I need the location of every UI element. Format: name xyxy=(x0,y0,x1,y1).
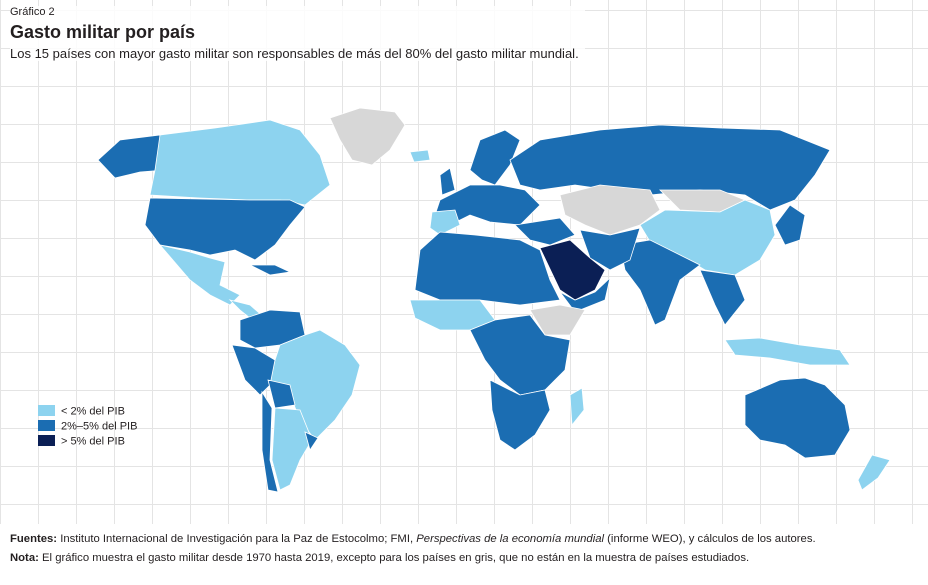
uruguay xyxy=(304,431,319,451)
india xyxy=(619,239,701,326)
header: Gráfico 2 Gasto militar por país Los 15 … xyxy=(10,6,585,61)
central-africa xyxy=(469,314,571,396)
note: Nota: El gráfico muestra el gasto milita… xyxy=(10,549,928,568)
chile xyxy=(261,390,279,493)
legend: < 2% del PIB 2%–5% del PIB > 5% del PIB xyxy=(38,405,137,448)
legend-label: < 2% del PIB xyxy=(61,406,125,418)
peru-ecuador xyxy=(231,344,276,396)
canada xyxy=(149,119,331,206)
iceland xyxy=(409,149,431,163)
legend-swatch xyxy=(38,420,55,431)
sources: Fuentes: Instituto Internacional de Inve… xyxy=(10,530,928,549)
note-text: El gráfico muestra el gasto militar desd… xyxy=(38,552,750,564)
horn-of-africa xyxy=(529,304,586,336)
subtitle: Los 15 países con mayor gasto militar so… xyxy=(10,46,579,61)
argentina xyxy=(271,407,313,491)
figure-label: Gráfico 2 xyxy=(10,6,55,18)
legend-label: 2%–5% del PIB xyxy=(61,421,137,433)
note-label: Nota: xyxy=(10,552,39,564)
iberia xyxy=(429,209,461,236)
scandinavia xyxy=(469,129,521,186)
north-africa xyxy=(414,231,561,306)
title: Gasto militar por país xyxy=(10,22,196,42)
sources-text-end: (informe WEO), y cálculos de los autores… xyxy=(604,533,816,545)
legend-swatch xyxy=(38,435,55,446)
southeast-asia xyxy=(699,269,746,326)
japan-korea xyxy=(774,204,806,246)
world-map: < 2% del PIB 2%–5% del PIB > 5% del PIB xyxy=(38,107,891,493)
uk xyxy=(439,167,456,196)
sources-label: Fuentes: xyxy=(10,533,58,545)
sources-text: Instituto Internacional de Investigación… xyxy=(57,533,417,545)
footer: Fuentes: Instituto Internacional de Inve… xyxy=(0,524,928,585)
southern-africa xyxy=(489,379,551,451)
saudi-arabia xyxy=(539,239,606,301)
russia xyxy=(509,124,831,211)
new-zealand xyxy=(857,454,891,491)
legend-swatch xyxy=(38,405,55,416)
mexico xyxy=(158,244,241,306)
madagascar xyxy=(569,387,585,427)
sources-italic: Perspectivas de la economía mundial xyxy=(416,533,605,545)
indonesia xyxy=(724,337,851,366)
legend-label: > 5% del PIB xyxy=(61,436,125,448)
australia xyxy=(744,377,851,459)
turkey-levant xyxy=(514,217,576,246)
greenland xyxy=(329,107,406,166)
caribbean xyxy=(249,264,292,276)
bolivia xyxy=(267,379,296,409)
